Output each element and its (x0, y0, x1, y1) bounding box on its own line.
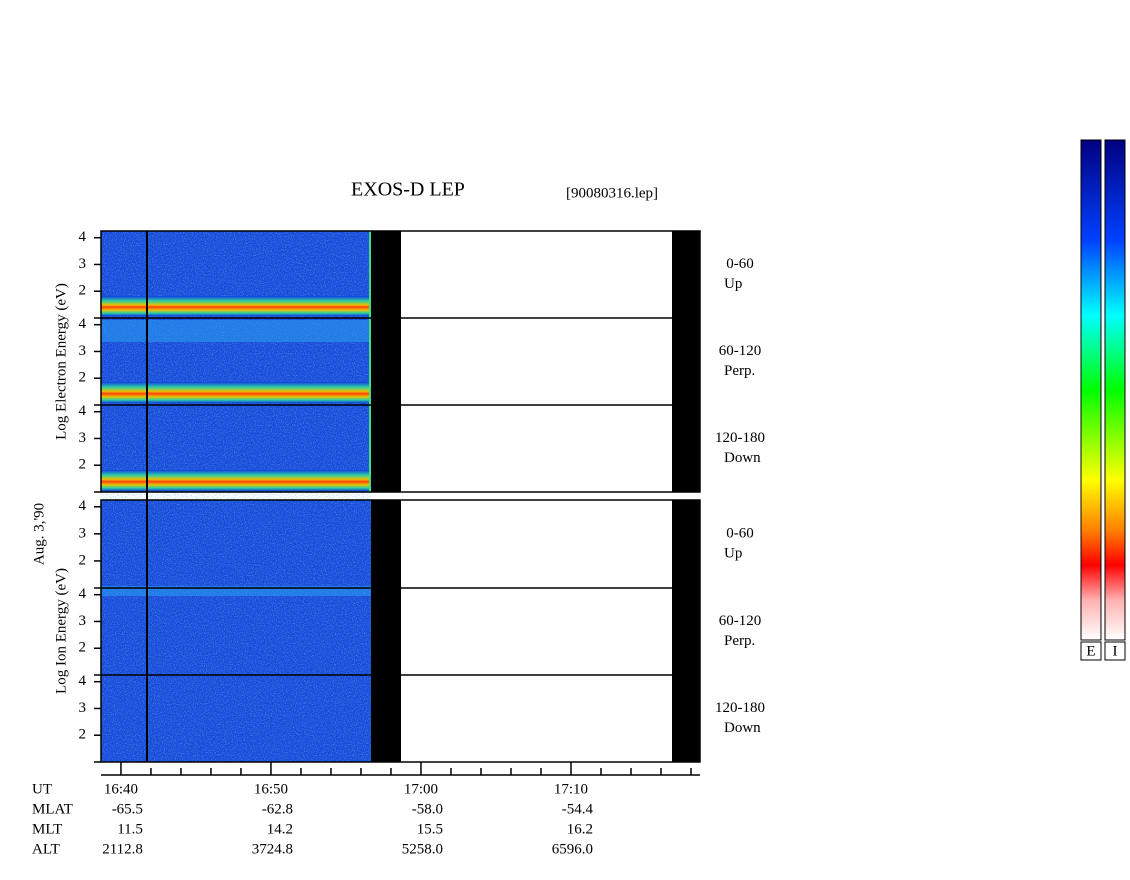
no-data (371, 231, 401, 492)
y-tick-label: 2 (79, 640, 87, 656)
y-tick-label: 3 (79, 700, 87, 716)
y-tick-label: 2 (79, 283, 87, 299)
pitch-range: 120-180 (715, 700, 765, 716)
pitch-range: 60-120 (719, 343, 762, 359)
file-name: [90080316.lep] (566, 185, 658, 201)
edge (369, 231, 372, 492)
pitch-direction: Perp. (724, 633, 755, 649)
y-tick-label: 4 (79, 586, 87, 602)
ephemeris-value: -58.0 (412, 801, 443, 817)
band (101, 296, 371, 316)
spectrograms (101, 231, 700, 762)
frame (100, 230, 701, 493)
band (101, 586, 371, 596)
frames (100, 230, 701, 776)
y-tick-label: 4 (79, 229, 87, 245)
x-tick-label: 17:10 (554, 781, 588, 797)
ephemeris-value: 15.5 (417, 821, 443, 837)
y-tick-label: 2 (79, 457, 87, 473)
ephemeris-value: 14.2 (267, 821, 293, 837)
pitch-direction: Perp. (724, 363, 755, 379)
date: Aug. 3,'90 (31, 503, 47, 565)
pitch-direction: Down (724, 720, 761, 736)
ephemeris-value: 6596.0 (552, 841, 593, 857)
colorbar-label: E (1086, 643, 1095, 659)
pitch-direction: Up (724, 276, 742, 292)
y-tick-label: 2 (79, 552, 87, 568)
no-data (371, 500, 401, 762)
no-data (672, 231, 700, 492)
colorbar-label: I (1113, 643, 1118, 659)
no-data (672, 500, 700, 762)
colorbar-box (1104, 641, 1126, 661)
pitch-range: 120-180 (715, 430, 765, 446)
row-label: MLAT (32, 801, 73, 817)
y-tick-label: 4 (79, 403, 87, 419)
pitch-range: 0-60 (726, 256, 754, 272)
ephemeris-value: 16.2 (567, 821, 593, 837)
y-tick-label: 2 (79, 727, 87, 743)
row-label: UT (32, 781, 52, 797)
energy-axis-label: Log Ion Energy (eV) (53, 568, 69, 694)
y-tick-label: 3 (79, 613, 87, 629)
ephemeris-value: -54.4 (562, 801, 594, 817)
y-tick-label: 4 (79, 316, 87, 332)
y-tick-label: 3 (79, 525, 87, 541)
band (101, 320, 371, 342)
ephemeris-value: -65.5 (112, 801, 143, 817)
colorbar: E I (1080, 139, 1126, 661)
y-tick-label: 3 (79, 430, 87, 446)
pitch-direction: Down (724, 450, 761, 466)
band (101, 382, 371, 403)
pitch-range: 0-60 (726, 525, 754, 541)
energy-axis-label: Log Electron Energy (eV) (53, 283, 69, 440)
row-label: MLT (32, 821, 62, 837)
y-tick-label: 4 (79, 673, 87, 689)
colorbar-box (1080, 641, 1102, 661)
colorbar-i (1104, 139, 1126, 641)
y-tick-label: 3 (79, 256, 87, 272)
ephemeris-value: 2112.8 (102, 841, 143, 857)
y-tick-label: 4 (79, 498, 87, 514)
ephemeris-value: -62.8 (262, 801, 293, 817)
y-tick-label: 3 (79, 343, 87, 359)
colorbar-e (1080, 139, 1102, 641)
band (101, 470, 371, 491)
pitch-range: 60-120 (719, 613, 762, 629)
x-tick-label: 16:40 (104, 781, 138, 797)
x-tick-label: 17:00 (404, 781, 438, 797)
x-tick-label: 16:50 (254, 781, 288, 797)
title: EXOS-D LEP (351, 179, 465, 201)
row-label: ALT (32, 841, 60, 857)
y-tick-label: 2 (79, 370, 87, 386)
frame (100, 499, 701, 763)
ephemeris-value: 5258.0 (402, 841, 443, 857)
ephemeris-value: 3724.8 (252, 841, 293, 857)
ephemeris-value: 11.5 (117, 821, 143, 837)
pitch-direction: Up (724, 545, 742, 561)
